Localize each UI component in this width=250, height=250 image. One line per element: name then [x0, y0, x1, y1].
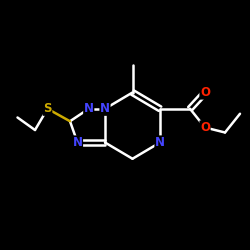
- Text: N: N: [84, 102, 94, 115]
- Text: N: N: [72, 136, 83, 149]
- Text: O: O: [200, 86, 210, 99]
- Text: N: N: [155, 136, 165, 149]
- Text: S: S: [43, 102, 52, 115]
- Text: O: O: [200, 121, 210, 134]
- Text: N: N: [100, 102, 110, 115]
